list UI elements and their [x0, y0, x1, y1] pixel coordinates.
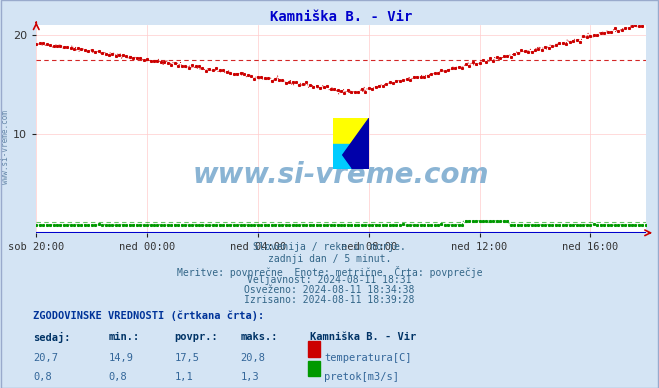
Text: povpr.:: povpr.:: [175, 332, 218, 342]
Text: 14,9: 14,9: [109, 353, 134, 363]
Text: Veljavnost: 2024-08-11 18:31: Veljavnost: 2024-08-11 18:31: [247, 275, 412, 286]
Polygon shape: [333, 144, 351, 169]
Text: 0,8: 0,8: [33, 372, 51, 383]
Title: Kamniška B. - Vir: Kamniška B. - Vir: [270, 10, 413, 24]
Text: 20,7: 20,7: [33, 353, 58, 363]
Text: www.si-vreme.com: www.si-vreme.com: [1, 111, 10, 184]
Text: 20,8: 20,8: [241, 353, 266, 363]
Text: 0,8: 0,8: [109, 372, 127, 383]
Text: temperatura[C]: temperatura[C]: [324, 353, 412, 363]
Text: ZGODOVINSKE VREDNOSTI (črtkana črta):: ZGODOVINSKE VREDNOSTI (črtkana črta):: [33, 310, 264, 321]
Text: maks.:: maks.:: [241, 332, 278, 342]
Text: 1,3: 1,3: [241, 372, 259, 383]
Polygon shape: [333, 118, 351, 144]
Text: Osveženo: 2024-08-11 18:34:38: Osveženo: 2024-08-11 18:34:38: [244, 285, 415, 295]
Text: www.si-vreme.com: www.si-vreme.com: [193, 161, 489, 189]
Text: 1,1: 1,1: [175, 372, 193, 383]
Text: pretok[m3/s]: pretok[m3/s]: [324, 372, 399, 383]
Polygon shape: [333, 118, 369, 169]
Text: Izrisano: 2024-08-11 18:39:28: Izrisano: 2024-08-11 18:39:28: [244, 295, 415, 305]
Text: min.:: min.:: [109, 332, 140, 342]
Text: Kamniška B. - Vir: Kamniška B. - Vir: [310, 332, 416, 342]
Polygon shape: [333, 118, 369, 144]
Text: 17,5: 17,5: [175, 353, 200, 363]
Text: Meritve: povprečne  Enote: metrične  Črta: povprečje: Meritve: povprečne Enote: metrične Črta:…: [177, 266, 482, 278]
Text: zadnji dan / 5 minut.: zadnji dan / 5 minut.: [268, 254, 391, 264]
Polygon shape: [333, 144, 369, 169]
Text: sedaj:: sedaj:: [33, 332, 71, 343]
Text: Slovenija / reke in morje.: Slovenija / reke in morje.: [253, 242, 406, 253]
